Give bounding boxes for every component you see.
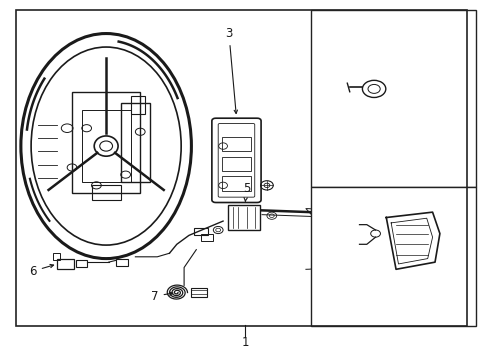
Bar	[82, 111, 130, 182]
Bar	[76, 260, 87, 267]
Bar	[116, 258, 128, 266]
Text: 6: 6	[29, 264, 53, 278]
Bar	[311, 187, 476, 327]
Bar	[194, 228, 208, 235]
Bar	[57, 259, 74, 269]
Bar	[221, 157, 251, 171]
Bar	[16, 10, 466, 327]
Text: 8: 8	[343, 241, 351, 255]
Bar	[52, 252, 60, 260]
Text: 5: 5	[243, 183, 250, 201]
Text: 3: 3	[225, 27, 238, 113]
Bar	[130, 96, 145, 114]
Text: 2: 2	[390, 82, 434, 95]
Bar	[92, 185, 121, 200]
Bar	[228, 205, 260, 230]
Bar	[72, 93, 140, 193]
Text: 7: 7	[151, 289, 173, 303]
Bar	[221, 137, 251, 152]
Text: 1: 1	[241, 336, 249, 349]
Bar	[192, 288, 207, 297]
Bar	[121, 103, 150, 182]
Bar	[201, 234, 213, 241]
Text: 4: 4	[424, 259, 453, 272]
Bar	[311, 10, 476, 187]
Bar	[221, 176, 251, 191]
